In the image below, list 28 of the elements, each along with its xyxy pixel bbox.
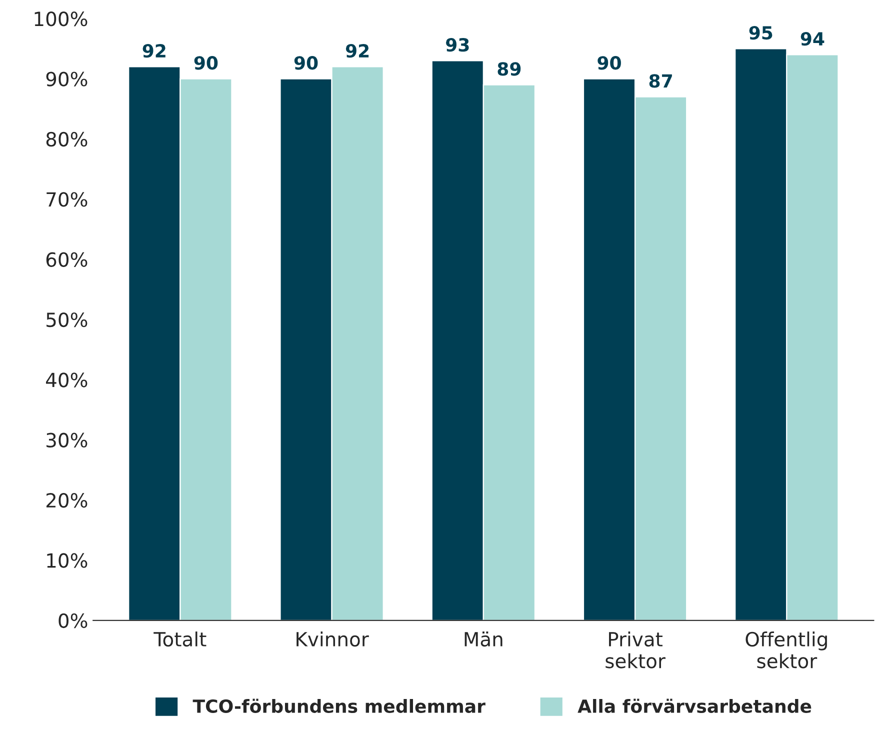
y-tick-label: 10%	[47, 553, 88, 568]
y-tick-label: 100%	[34, 12, 88, 26]
data-label: 90	[194, 56, 218, 70]
data-label: 95	[749, 26, 772, 40]
x-tick-label: Kvinnor	[296, 632, 369, 647]
y-tick-label: 40%	[46, 372, 88, 388]
y-tick-label: 0%	[58, 613, 88, 628]
y-tick-label: 60%	[46, 252, 88, 267]
data-label: 89	[498, 62, 521, 76]
legend-label: TCO-förbundens medlemmar	[192, 698, 486, 713]
y-tick-label: 30%	[46, 432, 88, 448]
legend-label: Alla förvärvsarbetande	[578, 698, 812, 713]
x-tick-label: Män	[464, 632, 502, 647]
data-label: 93	[446, 38, 469, 52]
data-label: 92	[142, 44, 166, 58]
data-label: 92	[346, 44, 369, 58]
y-tick-label: 70%	[46, 192, 88, 207]
data-label: 90	[598, 56, 621, 70]
y-tick-label: 90%	[46, 72, 88, 86]
data-label: 94	[800, 32, 824, 46]
y-tick-label: 20%	[46, 492, 88, 508]
y-tick-label: 50%	[46, 312, 88, 328]
data-label: 90	[294, 56, 318, 70]
data-label: 87	[649, 74, 672, 88]
x-tick-label: Offentlig sektor	[746, 632, 827, 668]
x-tick-label: Privat sektor	[606, 632, 666, 668]
y-tick-label: 80%	[46, 132, 88, 147]
x-tick-label: Totalt	[154, 632, 206, 647]
